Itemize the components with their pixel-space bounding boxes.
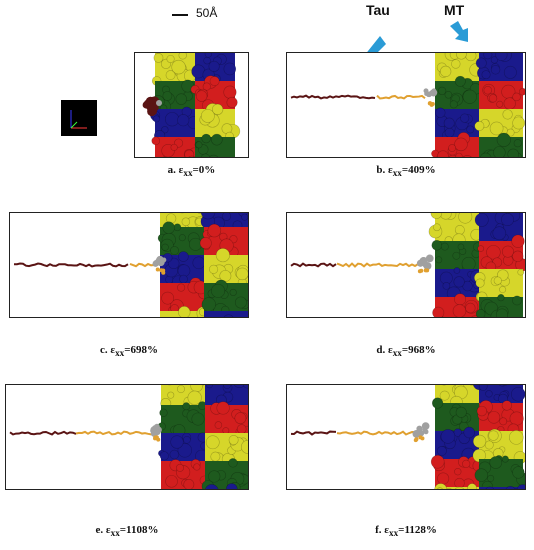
panel-d-figure [290,213,525,317]
caption-e: e. εxx=1108% [5,524,249,538]
panel-b-figure [290,53,525,157]
scale-bar-label: 50Å [196,6,218,20]
caption-c: c. εxx=698% [9,344,249,358]
caption-f: f. εxx=1128% [286,524,526,538]
caption-f-value: =1128% [398,524,437,536]
caption-f-prefix: f. ε [375,524,390,536]
caption-e-value: =1108% [119,524,159,536]
caption-c-value: =698% [124,344,159,356]
axis-inset [61,100,97,136]
caption-f-sub: xx [389,528,399,539]
panel-b [286,52,526,158]
panel-c [9,212,249,318]
caption-b-prefix: b. ε [376,164,393,176]
scale-bar [172,14,188,16]
mt-arrow-icon [450,21,468,42]
caption-d-value: =968% [401,344,436,356]
panel-f [286,384,526,490]
caption-a-prefix: a. ε [167,164,184,176]
caption-d-sub: xx [392,348,402,359]
caption-b-value: =409% [401,164,436,176]
caption-d-prefix: d. ε [376,344,393,356]
panel-f-figure [290,385,525,489]
panel-d [286,212,526,318]
caption-b-sub: xx [392,168,402,179]
caption-e-sub: xx [110,528,120,539]
caption-c-prefix: c. ε [99,344,116,356]
caption-c-sub: xx [115,348,125,359]
panel-a-figure [142,53,241,157]
caption-a: a. εxx=0% [134,164,249,178]
caption-b: b. εxx=409% [286,164,526,178]
mt-label: MT [444,2,465,18]
caption-a-value: =0% [192,164,216,176]
axis-icon [70,110,87,129]
caption-a-sub: xx [183,168,193,179]
caption-d: d. εxx=968% [286,344,526,358]
tau-label: Tau [366,2,390,18]
panel-e [5,384,249,490]
panel-a [134,52,249,158]
panel-e-figure [9,385,248,489]
panel-c-figure [13,213,248,317]
caption-e-prefix: e. ε [95,524,111,536]
